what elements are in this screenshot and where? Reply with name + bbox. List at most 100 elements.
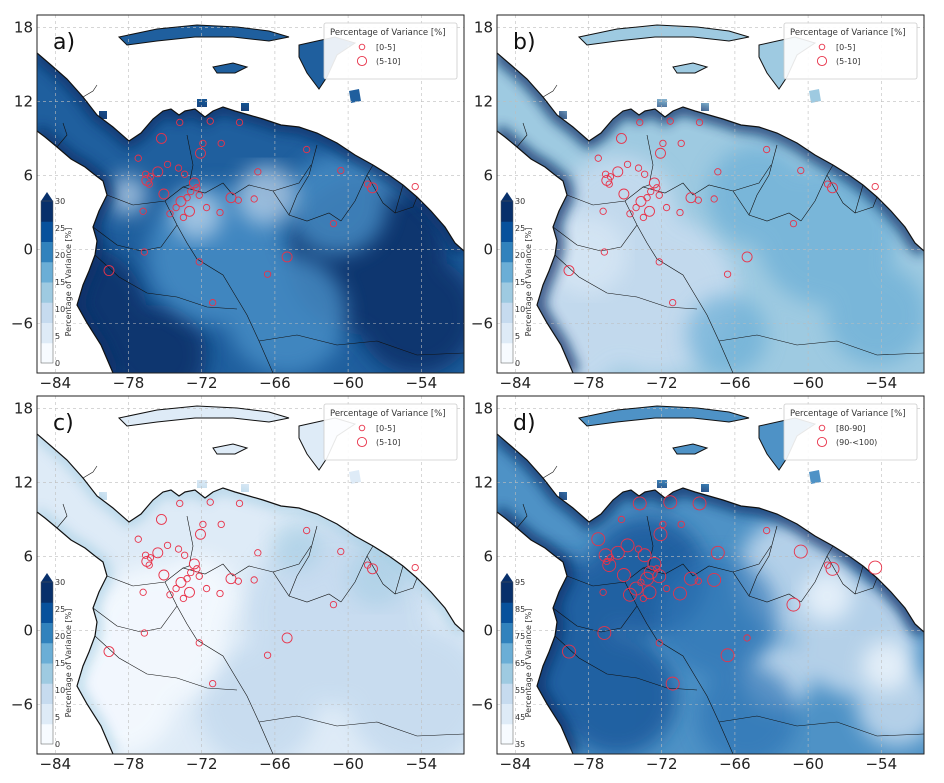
lat-tick-label: 18: [14, 18, 33, 36]
colorbar-tick-label: 75: [515, 632, 525, 641]
lon-tick-label: −72: [186, 374, 218, 392]
station-marker: [202, 584, 211, 593]
station-marker: [367, 563, 378, 575]
colorbar: 95 85 75 65 55 45 35 Percentage of Variance [%]: [500, 573, 533, 749]
station-marker: [623, 160, 632, 169]
station-marker: [216, 208, 224, 217]
legend-title: Percentage of Variance [%]: [790, 28, 906, 38]
station-marker: [281, 251, 293, 263]
station-marker: [659, 520, 667, 529]
lat-tick-label: 0: [483, 241, 493, 259]
station-marker: [141, 174, 153, 186]
legend-entry: (5-10]: [376, 438, 400, 447]
colorbar: 30 25 20 15 10 5 0 Percentage of Variance [%]: [40, 192, 73, 368]
station-marker: [626, 210, 634, 218]
map-frame: [36, 395, 465, 755]
station-marker: [602, 558, 617, 573]
station-marker: [145, 561, 153, 569]
lat-tick-label: 12: [474, 92, 493, 110]
station-marker: [176, 499, 184, 508]
station-marker: [642, 585, 657, 600]
colorbar-tick-label: 25: [515, 224, 525, 233]
map-frame: [496, 14, 925, 374]
lat-tick-label: 6: [23, 547, 33, 565]
axis-ticks: −84 −78 −72 −66 −60 −54 18 12 6 0 −6: [471, 399, 897, 773]
colorbar-tick-label: 20: [55, 251, 65, 260]
map-panel-3: −84 −78 −72 −66 −60 −54 18 12 6 0 −6 c) Percentage o…: [11, 395, 465, 773]
lon-tick-label: −54: [865, 755, 897, 773]
panel-label: a): [53, 30, 75, 55]
station-marker: [158, 569, 170, 581]
map-panel-1: −84 −78 −72 −66 −60 −54 18 12 6 0 −6 a) Percentage o…: [11, 14, 465, 392]
station-markers: [563, 117, 879, 307]
lat-tick-label: 18: [474, 399, 493, 417]
station-marker: [146, 554, 155, 562]
lat-tick-label: 0: [23, 241, 33, 259]
lon-tick-label: −66: [259, 755, 291, 773]
station-marker: [184, 205, 195, 217]
lat-tick-label: 18: [474, 18, 493, 36]
lon-tick-label: −54: [405, 374, 437, 392]
station-marker: [652, 569, 667, 584]
station-marker: [411, 563, 419, 572]
colorbar-title: Percentage of Variance [%]: [64, 609, 73, 718]
station-marker: [639, 213, 648, 222]
station-marker: [653, 184, 661, 192]
legend-entry: (5-10]: [836, 57, 860, 66]
station-marker: [235, 118, 244, 127]
lon-tick-label: −84: [499, 374, 531, 392]
legend-entry: [0-5]: [376, 424, 395, 433]
legend-entry: (5-10]: [376, 57, 400, 66]
station-marker: [337, 166, 345, 175]
legend: Percentage of Variance [%] [0-5] (5-10]: [783, 22, 918, 80]
station-marker: [152, 166, 164, 178]
map-frame: [496, 395, 925, 755]
station-marker: [209, 679, 217, 688]
station-marker: [677, 520, 685, 529]
station-marker: [195, 572, 203, 580]
station-marker: [762, 145, 771, 154]
station-marker: [797, 166, 805, 175]
colorbar-title: Percentage of Variance [%]: [524, 609, 533, 718]
station-marker: [743, 634, 751, 642]
station-marker: [193, 184, 201, 192]
station-marker: [254, 549, 262, 557]
colorbar-tick-label: 35: [515, 740, 525, 749]
station-marker: [655, 639, 663, 647]
station-marker: [597, 626, 612, 640]
station-marker: [134, 535, 142, 543]
station-marker: [140, 629, 149, 637]
lon-tick-label: −72: [646, 755, 678, 773]
station-marker: [141, 555, 153, 567]
lon-tick-label: −60: [792, 755, 824, 773]
station-marker: [599, 588, 607, 596]
station-marker: [666, 117, 674, 125]
legend-marker: [816, 55, 828, 67]
colorbar-tick-label: 10: [55, 305, 65, 314]
lat-tick-label: 6: [23, 166, 33, 184]
station-marker: [599, 207, 607, 215]
colorbar-extend-arrow: [41, 192, 53, 201]
station-marker: [202, 203, 211, 212]
station-marker: [694, 577, 702, 585]
station-marker: [634, 164, 643, 172]
lon-tick-label: −78: [573, 755, 605, 773]
station-marker: [659, 139, 667, 148]
panel-label: b): [513, 30, 536, 55]
map-panel-2: −84 −78 −72 −66 −60 −54 18 12 6 0 −6 b) Percentage o…: [471, 14, 925, 392]
station-marker: [103, 646, 115, 657]
lon-tick-label: −72: [186, 755, 218, 773]
station-marker: [176, 118, 184, 127]
station-marker: [669, 298, 677, 307]
station-marker: [640, 170, 649, 178]
station-marker: [206, 117, 214, 125]
station-marker: [209, 298, 217, 307]
colorbar-tick-label: 30: [55, 578, 65, 587]
station-marker: [871, 182, 879, 191]
station-markers: [103, 117, 419, 307]
station-marker: [367, 182, 378, 194]
colorbar-tick-label: 5: [55, 713, 60, 722]
station-marker: [612, 166, 624, 178]
station-marker: [188, 558, 200, 570]
